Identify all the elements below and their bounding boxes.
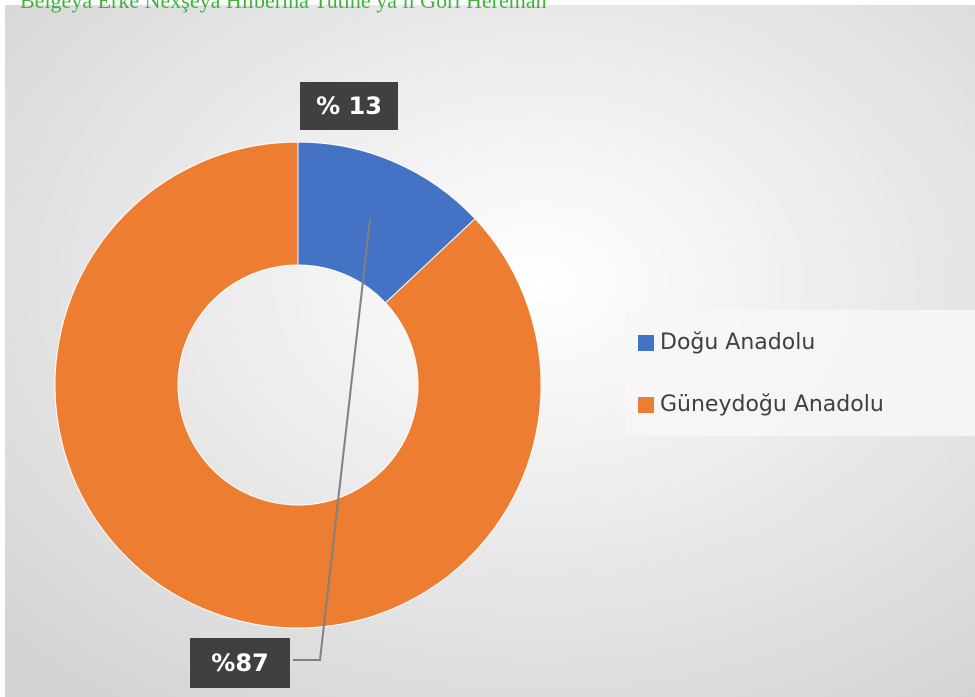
legend-swatch — [638, 335, 654, 351]
legend-box — [625, 310, 975, 436]
label-box — [300, 82, 398, 130]
data-label: %87 — [211, 649, 268, 677]
data-label: % 13 — [316, 92, 382, 120]
legend-label: Güneydoğu Anadolu — [660, 392, 884, 417]
leader-line — [293, 218, 372, 661]
legend-swatch — [638, 397, 654, 413]
chart-title: Belgeya Erke Nexşeya Hilberina Tutine ya… — [20, 0, 547, 13]
legend-label: Doğu Anadolu — [660, 330, 815, 355]
donut-slice — [54, 141, 542, 629]
donut-slice — [297, 141, 476, 304]
label-box — [190, 638, 290, 688]
